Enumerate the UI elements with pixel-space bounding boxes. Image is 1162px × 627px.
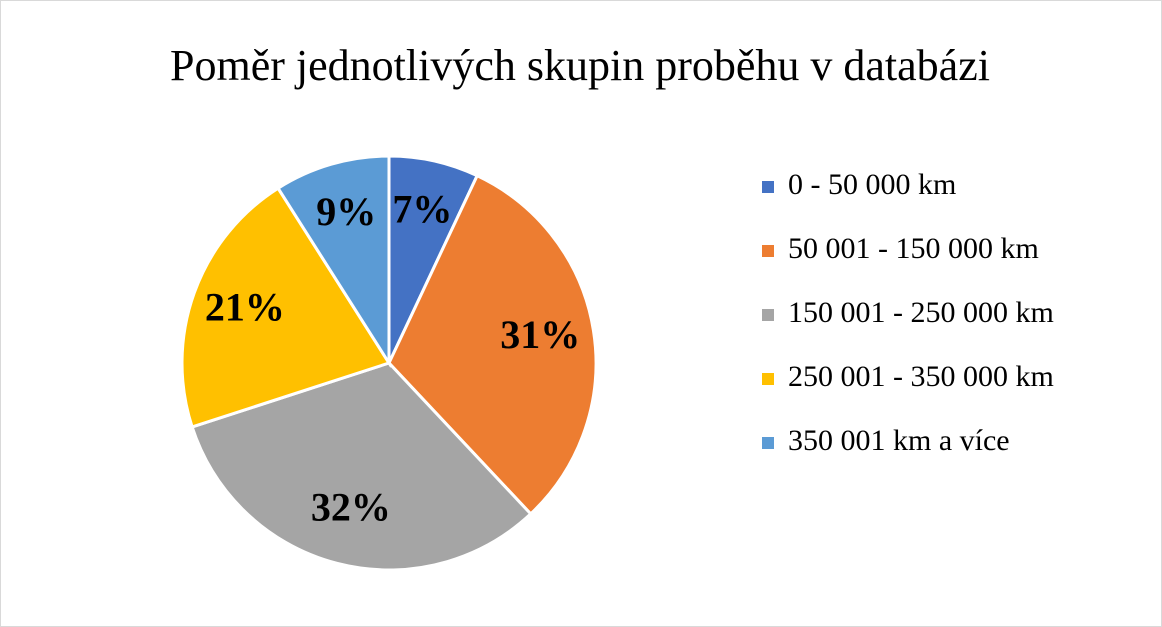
pie-slice: [180, 186, 392, 429]
legend-label: 250 001 - 350 000 km: [788, 360, 1054, 393]
data-label: 32%: [311, 485, 391, 530]
legend-label: 0 - 50 000 km: [788, 168, 956, 201]
legend-swatch: [762, 309, 774, 321]
legend-label: 350 001 km a více: [788, 424, 1010, 457]
legend-swatch: [762, 181, 774, 193]
legend-swatch: [762, 245, 774, 257]
pie-slice: [190, 361, 533, 572]
legend-swatch: [762, 437, 774, 449]
data-label: 9%: [316, 189, 376, 234]
chart-title: Poměr jednotlivých skupin proběhu v data…: [170, 41, 990, 90]
legend-label: 150 001 - 250 000 km: [788, 296, 1054, 329]
pie-slice: [387, 173, 598, 517]
pie-slice: [276, 154, 391, 369]
legend-label: 50 001 - 150 000 km: [788, 232, 1039, 265]
data-label: 7%: [392, 187, 452, 232]
data-label: 31%: [500, 312, 580, 357]
legend-swatch: [762, 373, 774, 385]
data-label: 21%: [205, 284, 285, 329]
